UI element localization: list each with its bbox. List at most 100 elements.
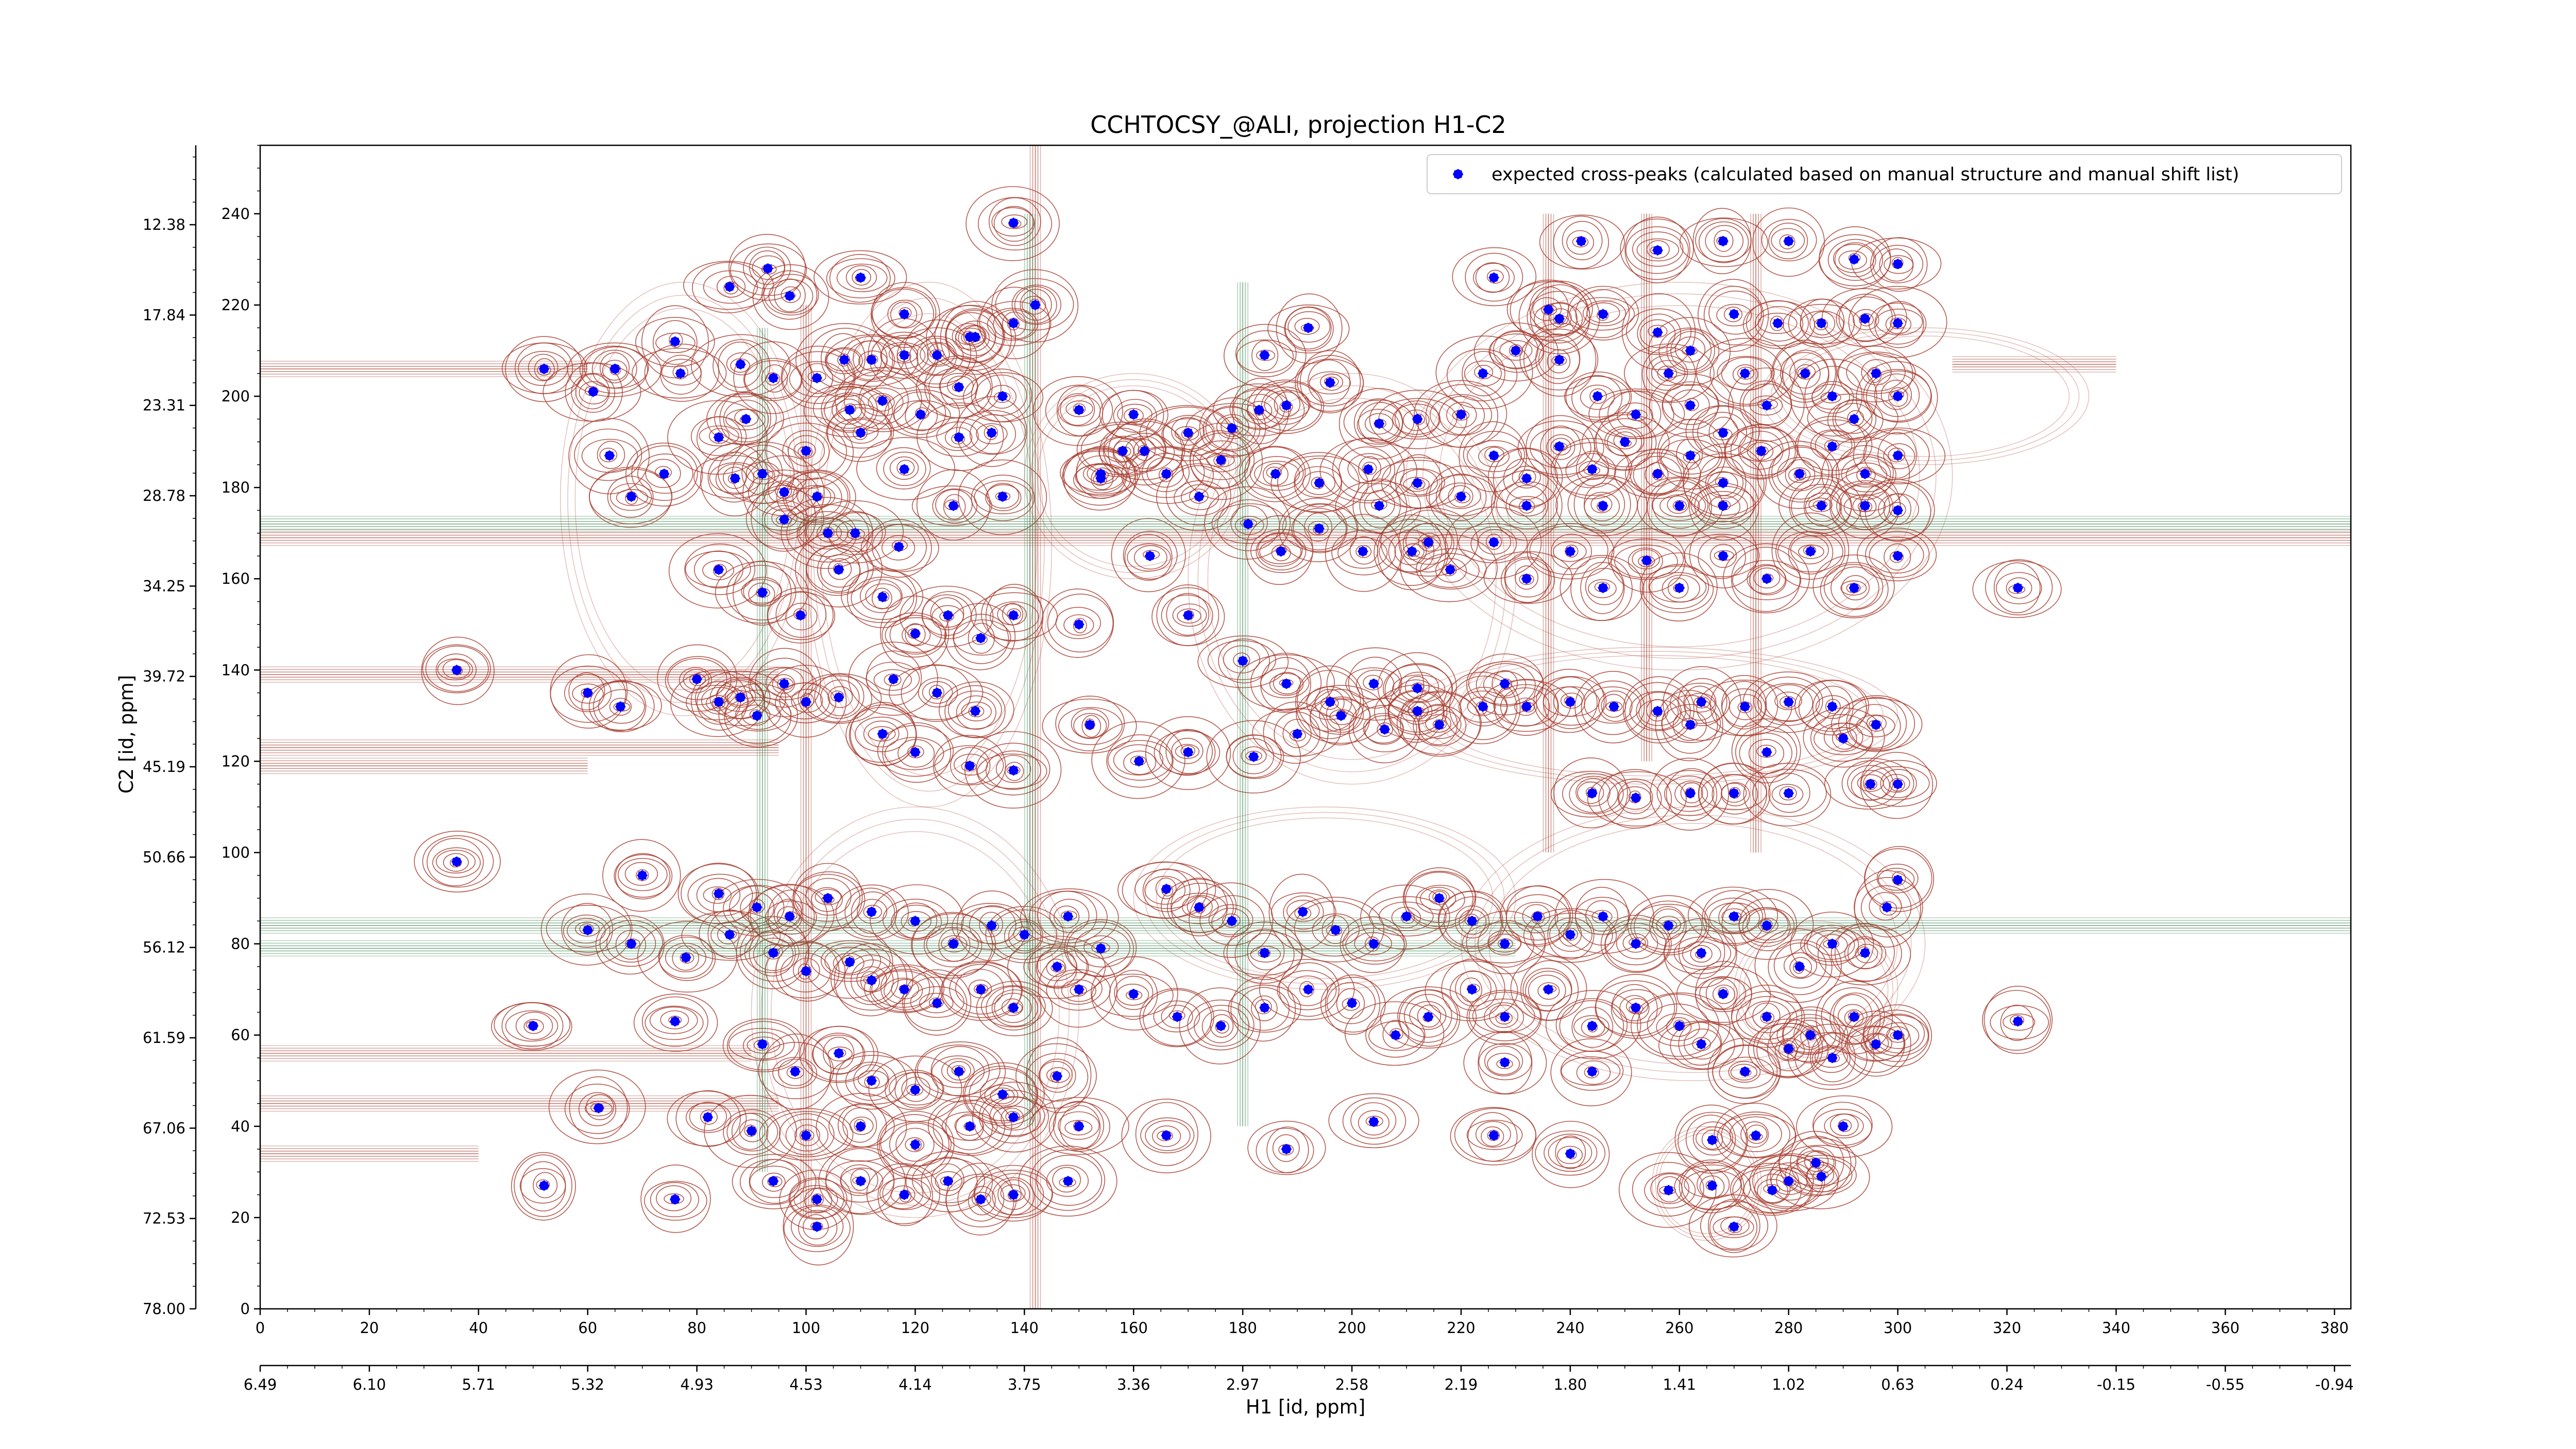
x-tick-label: 120 <box>901 1319 929 1337</box>
cross-peak-point <box>784 291 795 301</box>
cross-peak-point <box>1390 1030 1401 1040</box>
cross-peak-point <box>1259 1002 1270 1013</box>
contour-blob <box>1864 846 1935 912</box>
contour-blob <box>1841 1010 1911 1077</box>
cross-peak-point <box>714 697 724 707</box>
cross-peak-point <box>1008 318 1019 329</box>
contour-blob <box>1771 340 1838 408</box>
contour-blob <box>1091 721 1185 799</box>
cross-peak-point <box>779 487 790 497</box>
y-tick-label: 60 <box>231 1026 250 1044</box>
cross-peak-point <box>752 902 762 913</box>
cross-peak-point <box>1281 1144 1292 1155</box>
x-secondary-tick-label: 4.93 <box>680 1376 714 1393</box>
cross-peak-point <box>637 870 648 881</box>
horizontal-streak <box>260 516 2351 532</box>
cross-peak-point <box>1728 1221 1739 1232</box>
contour-blob <box>767 587 836 644</box>
contour-blob <box>511 1152 576 1221</box>
contour-blob <box>595 915 665 975</box>
cross-peak-point <box>1827 391 1838 401</box>
contour-blob <box>971 583 1058 650</box>
x-secondary-tick-label: 4.53 <box>789 1376 823 1393</box>
cross-peak-point <box>1652 468 1663 479</box>
vertical-streak <box>756 328 768 1172</box>
cross-peak-point <box>1849 582 1859 593</box>
contour-blob <box>1319 437 1417 503</box>
cross-peak-point <box>1521 500 1532 511</box>
cross-peak-point <box>1554 441 1565 452</box>
x-tick-label: 380 <box>2320 1319 2349 1337</box>
contour-blob <box>814 250 907 305</box>
cross-peak-point <box>1800 368 1810 379</box>
contour-layer <box>414 186 2090 1266</box>
x-secondary-tick-label: 1.80 <box>1554 1376 1587 1393</box>
cross-peak-point <box>1794 468 1805 479</box>
y-secondary-tick-label: 72.53 <box>143 1210 185 1227</box>
contour-blob <box>1639 552 1718 621</box>
cross-peak-point <box>1248 751 1259 762</box>
cross-peak-point <box>1095 468 1106 479</box>
cross-peak-point <box>1434 893 1445 904</box>
cross-peak-point <box>855 1176 866 1187</box>
x-tick-label: 340 <box>2102 1319 2130 1337</box>
contour-blob <box>640 1165 711 1233</box>
legend-box <box>1427 154 2342 194</box>
cross-peak-point <box>1728 911 1739 922</box>
cross-peak-point <box>1499 1012 1510 1022</box>
cross-peak-point <box>741 414 751 425</box>
cross-peak-point <box>1063 911 1074 922</box>
cross-peak-point <box>1238 655 1248 666</box>
cross-peak-point <box>1401 911 1412 922</box>
cross-peak-point <box>1363 464 1374 475</box>
cross-peak-point <box>539 1180 549 1191</box>
cross-peak-point <box>893 542 904 552</box>
contour-blob <box>884 389 960 438</box>
contour-blob <box>581 680 662 732</box>
contour-blob <box>1676 961 1771 1025</box>
cross-peak-point <box>877 395 888 406</box>
cross-peak-point <box>1227 916 1237 926</box>
contour-blob <box>1723 543 1810 614</box>
cross-peak-point <box>1871 719 1882 730</box>
cross-peak-point <box>899 309 910 319</box>
contour-blob <box>804 383 893 437</box>
cross-peak-point <box>1860 948 1870 958</box>
vertical-streak <box>1750 213 1761 853</box>
cross-peak-point <box>675 368 686 379</box>
cross-peak-point <box>1663 920 1674 931</box>
cross-peak-point <box>1674 500 1685 511</box>
cross-peak-point <box>1739 701 1750 712</box>
horizontal-streak <box>260 757 588 774</box>
contour-blob <box>1377 652 1457 722</box>
cross-peak-point <box>1827 938 1838 949</box>
contour-blob <box>1161 878 1237 937</box>
cross-peak-point <box>1598 309 1608 319</box>
cross-peak-point <box>779 514 790 525</box>
y-tick-label: 180 <box>222 479 250 496</box>
horizontal-streak <box>1952 356 2116 373</box>
cross-peak-point <box>975 633 986 644</box>
cross-peak-point <box>811 373 822 383</box>
x-tick-label: 100 <box>792 1319 820 1337</box>
cross-peak-point <box>1008 1002 1019 1013</box>
cross-peak-point <box>1521 701 1532 712</box>
contour-blob <box>1618 1152 1717 1228</box>
cross-peak-point <box>1674 582 1685 593</box>
contour-blob <box>1857 527 1937 582</box>
x-tick-label: 280 <box>1774 1319 1803 1337</box>
cross-peak-point <box>768 948 778 958</box>
contour-blob <box>1848 285 1947 358</box>
x-tick-label: 220 <box>1447 1319 1475 1337</box>
contour-blob <box>939 681 1014 738</box>
contour-blob <box>635 305 715 379</box>
cross-peak-point <box>1532 911 1543 922</box>
contour-blob <box>548 1069 646 1144</box>
cross-peak-point <box>1183 747 1194 757</box>
contour-blob <box>1518 280 1600 355</box>
cross-peak-point <box>714 432 724 443</box>
cross-peak-point <box>1008 765 1019 776</box>
cross-peak-point <box>1892 874 1903 885</box>
cross-peak-point <box>1892 779 1903 789</box>
cross-peak-point <box>1488 537 1499 548</box>
